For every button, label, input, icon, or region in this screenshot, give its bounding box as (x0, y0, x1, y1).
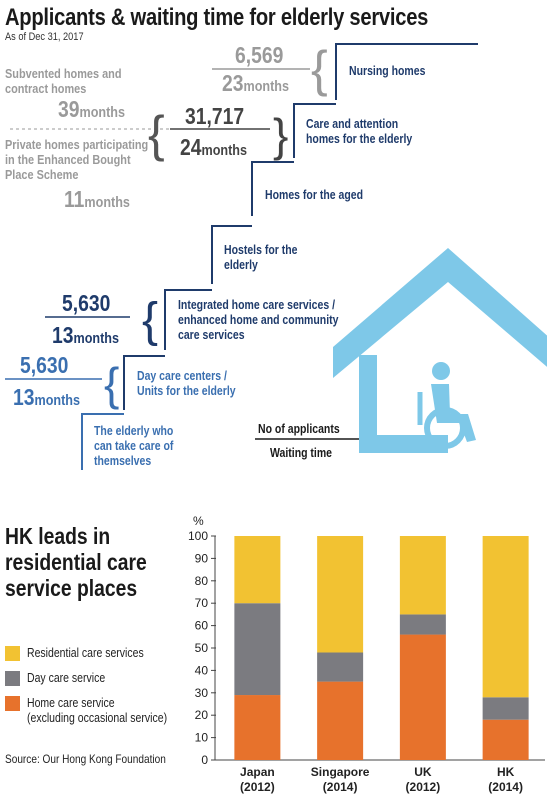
integrated-wait: 13months (52, 322, 120, 348)
y-tick-label: 80 (195, 574, 209, 588)
legend-swatch (5, 671, 20, 686)
daycare-wait: 13months (13, 384, 81, 410)
nursing-label: Nursing homes (349, 64, 426, 78)
bar-segment (317, 652, 364, 682)
bar-segment (317, 681, 364, 760)
brace-icon: } (273, 109, 288, 161)
step-nursing (335, 43, 478, 100)
x-tick-label: Singapore (311, 765, 370, 779)
chart-title: HK leads in residential care service place… (5, 523, 147, 601)
x-tick-year: (2014) (323, 780, 358, 794)
brace-icon: { (142, 294, 158, 347)
step-self-care (81, 413, 124, 470)
legend-item-day: Day care service (5, 671, 194, 686)
subvented-wait: 39months (58, 96, 126, 122)
key-waiting-time: Waiting time (270, 446, 333, 460)
source-note: Source: Our Hong Kong Foundation (5, 752, 166, 766)
as-of-date: As of Dec 31, 2017 (5, 31, 84, 43)
bar-segment (482, 697, 529, 720)
care-attention-label: Care and attention homes for the elderly (306, 117, 413, 146)
x-tick-year: (2014) (488, 780, 523, 794)
private-label: Private homes participating in the Enhanc… (5, 137, 149, 182)
page-title: Applicants & waiting time for elderly se… (5, 4, 429, 31)
bar-segment (234, 603, 281, 696)
bar-segment (399, 536, 446, 615)
y-tick-label: 70 (195, 596, 209, 610)
x-tick-label: HK (497, 765, 515, 779)
staircase-graphic: { } { { { (5, 41, 547, 470)
nursing-applicants: 6,569 (235, 42, 284, 68)
chart-legend: Residential care services Day care servi… (5, 646, 194, 726)
daycare-applicants: 5,630 (20, 352, 69, 378)
y-tick-label: 50 (195, 641, 209, 655)
bar-segment (482, 719, 529, 760)
integrated-label: Integrated home care services / enhanced … (178, 298, 339, 342)
y-tick-label: 40 (195, 663, 209, 677)
key-applicants: No of applicants (258, 422, 340, 436)
bar-segment (234, 536, 281, 604)
care-attention-wait: 24months (180, 134, 248, 160)
hostels-label: Hostels for the elderly (224, 243, 298, 272)
brace-icon: { (148, 106, 165, 162)
bar-segment (399, 634, 446, 760)
y-tick-label: 100 (188, 529, 208, 543)
daycare-label: Day care centers / Units for the elderly (137, 369, 236, 398)
bar-segment (234, 695, 281, 760)
x-tick-year: (2012) (406, 780, 441, 794)
bar-segment (482, 536, 529, 698)
y-axis-label: % (193, 514, 204, 528)
x-tick-label: UK (414, 765, 432, 779)
brace-icon: { (311, 41, 328, 97)
self-care-label: The elderly who can take care of themselve… (94, 424, 174, 468)
staircase-steps (123, 43, 478, 410)
y-tick-label: 60 (195, 619, 209, 633)
x-tick-year: (2012) (240, 780, 275, 794)
x-tick-label: Japan (240, 765, 275, 779)
brace-icon: { (104, 358, 119, 410)
legend-swatch (5, 696, 20, 711)
integrated-applicants: 5,630 (62, 290, 111, 316)
y-tick-label: 10 (195, 731, 209, 745)
nursing-wait: 23months (222, 70, 290, 96)
house-wheelchair-icon (333, 248, 547, 453)
homes-aged-label: Homes for the aged (265, 188, 364, 202)
bar-segment (399, 614, 446, 635)
subvented-label: Subvented homes and contract homes (5, 66, 122, 96)
y-tick-label: 0 (201, 753, 208, 767)
bar-segment (317, 536, 364, 653)
y-tick-label: 90 (195, 551, 209, 565)
stacked-bar-chart: %0102030405060708090100Japan(2012)Singap… (188, 514, 545, 794)
legend-item-home: Home care service (excluding occasional s… (5, 696, 194, 726)
legend-swatch (5, 646, 20, 661)
legend-item-residential: Residential care services (5, 646, 194, 661)
care-attention-applicants: 31,717 (185, 103, 245, 129)
private-wait: 11months (64, 186, 130, 212)
y-tick-label: 20 (195, 708, 209, 722)
y-tick-label: 30 (195, 686, 209, 700)
